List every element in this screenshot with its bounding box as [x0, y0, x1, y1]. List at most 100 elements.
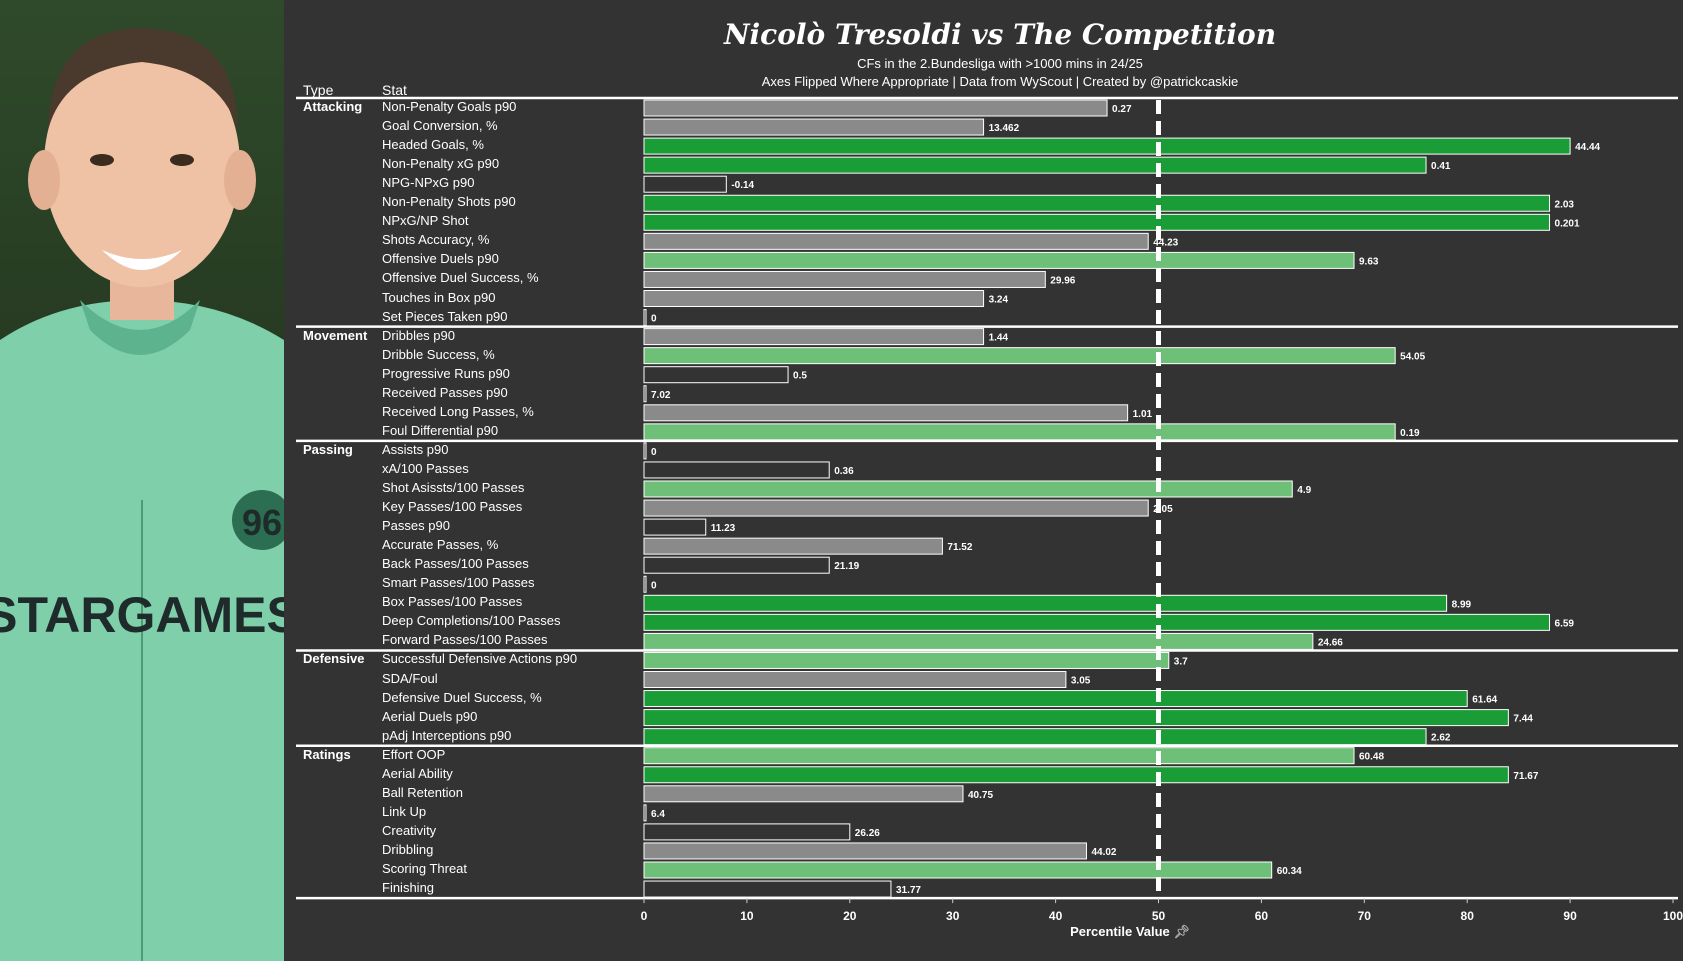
x-tick-label: 60 — [1255, 909, 1269, 923]
stat-label: Offensive Duel Success, % — [382, 270, 539, 286]
stat-label: Finishing — [382, 880, 435, 896]
bar — [643, 480, 1293, 498]
bar — [643, 499, 1149, 517]
bar — [643, 118, 985, 136]
bar-value-label: 7.44 — [1513, 714, 1533, 725]
header-stat: Stat — [382, 82, 407, 98]
bar-value-label: 44.02 — [1091, 847, 1116, 858]
stat-label: Aerial Ability — [382, 765, 453, 781]
bar — [643, 442, 647, 460]
stat-label: Offensive Duels p90 — [382, 251, 499, 267]
stat-label: Received Long Passes, % — [382, 403, 534, 419]
bar-value-label: 21.19 — [834, 561, 859, 572]
chart-subtitle-2: Axes Flipped Where Appropriate | Data fr… — [761, 74, 1239, 89]
stat-label: Dribbles p90 — [382, 327, 455, 343]
bar-value-label: 3.7 — [1174, 656, 1188, 667]
bar — [643, 175, 727, 193]
stat-label: Key Passes/100 Passes — [382, 499, 523, 515]
bar — [643, 137, 1571, 155]
bar-value-label: 31.77 — [896, 885, 921, 896]
bar — [643, 423, 1396, 441]
stat-label: Dribbling — [382, 841, 434, 857]
bar-value-label: 54.05 — [1400, 352, 1425, 363]
bar-value-label: 44.44 — [1575, 142, 1600, 153]
category-label-passing: Passing — [303, 441, 353, 457]
bar — [643, 309, 647, 327]
bar — [643, 404, 1129, 422]
stat-label: Dribble Success, % — [382, 346, 495, 362]
stat-label: Defensive Duel Success, % — [382, 689, 542, 705]
stat-label: Forward Passes/100 Passes — [382, 632, 548, 648]
bar-value-label: 3.05 — [1071, 676, 1091, 687]
stat-label: Passes p90 — [382, 518, 450, 534]
bar — [643, 270, 1046, 288]
player-photo: STARGAMES 96 — [0, 0, 284, 961]
stat-label: Goal Conversion, % — [382, 118, 498, 134]
stat-label: Aerial Duels p90 — [382, 708, 478, 724]
bar-value-label: 1.01 — [1133, 409, 1153, 420]
bar — [643, 347, 1396, 365]
stat-label: Creativity — [382, 822, 437, 838]
stat-label: Set Pieces Taken p90 — [382, 308, 508, 324]
bar-value-label: -0.14 — [731, 180, 754, 191]
x-axis-label: Percentile Value 📌︎ — [1070, 924, 1190, 939]
stat-label: NPG-NPxG p90 — [382, 175, 475, 191]
header-type: Type — [303, 82, 334, 98]
bar-value-label: 0.5 — [793, 371, 807, 382]
bar-value-label: 8.99 — [1452, 599, 1472, 610]
x-tick-label: 20 — [843, 909, 857, 923]
bar-value-label: 29.96 — [1050, 275, 1075, 286]
bar — [643, 709, 1509, 727]
bar-value-label: 61.64 — [1472, 695, 1497, 706]
stat-label: Non-Penalty xG p90 — [382, 156, 500, 172]
bar-value-label: 0.36 — [834, 466, 854, 477]
bar — [643, 328, 985, 346]
x-tick-label: 40 — [1049, 909, 1063, 923]
x-tick-label: 50 — [1152, 909, 1166, 923]
stat-label: Smart Passes/100 Passes — [382, 575, 535, 591]
category-label-attacking: Attacking — [303, 99, 363, 114]
bar-value-label: 3.24 — [989, 295, 1009, 306]
bar-value-label: 6.4 — [651, 809, 665, 820]
bar — [643, 194, 1551, 212]
bar-value-label: 71.52 — [947, 542, 972, 553]
bar — [643, 804, 647, 822]
bar — [643, 556, 830, 574]
stat-label: pAdj Interceptions p90 — [382, 727, 512, 743]
bar-value-label: 26.26 — [855, 828, 880, 839]
bar — [643, 251, 1355, 269]
stat-label: Touches in Box p90 — [382, 289, 496, 305]
bar — [643, 785, 964, 803]
x-tick-label: 30 — [946, 909, 960, 923]
bar — [643, 537, 943, 555]
x-tick-label: 80 — [1461, 909, 1475, 923]
bar-value-label: 60.48 — [1359, 752, 1384, 763]
bar — [643, 728, 1427, 746]
bar — [643, 861, 1273, 879]
bar-value-label: 44.23 — [1153, 237, 1178, 248]
bar-value-label: 7.02 — [651, 390, 671, 401]
stat-label: Accurate Passes, % — [382, 537, 499, 553]
bar-value-label: 11.23 — [711, 523, 736, 534]
bar — [643, 823, 851, 841]
bar-value-label: 0.27 — [1112, 104, 1132, 115]
stat-label: Headed Goals, % — [382, 137, 484, 153]
bar-value-label: 40.75 — [968, 790, 993, 801]
stat-label: Back Passes/100 Passes — [382, 556, 529, 572]
x-tick-label: 0 — [641, 909, 648, 923]
category-label-defensive: Defensive — [303, 651, 365, 667]
stat-label: Foul Differential p90 — [382, 422, 499, 438]
chart-title: Nicolò Tresoldi vs The Competition — [723, 18, 1277, 51]
bar-value-label: 71.67 — [1513, 771, 1538, 782]
bar — [643, 632, 1314, 650]
bar — [643, 366, 789, 384]
stat-label: Shots Accuracy, % — [382, 232, 490, 248]
bar-value-label: 13.462 — [989, 123, 1020, 134]
category-label-ratings: Ratings — [303, 746, 351, 762]
pin-icon: 📌︎ — [1173, 924, 1190, 939]
bar-value-label: 2.03 — [1555, 199, 1575, 210]
bar-value-label: 0 — [651, 580, 657, 591]
bar-value-label: 4.9 — [1297, 485, 1311, 496]
stat-label: NPxG/NP Shot — [382, 213, 469, 229]
